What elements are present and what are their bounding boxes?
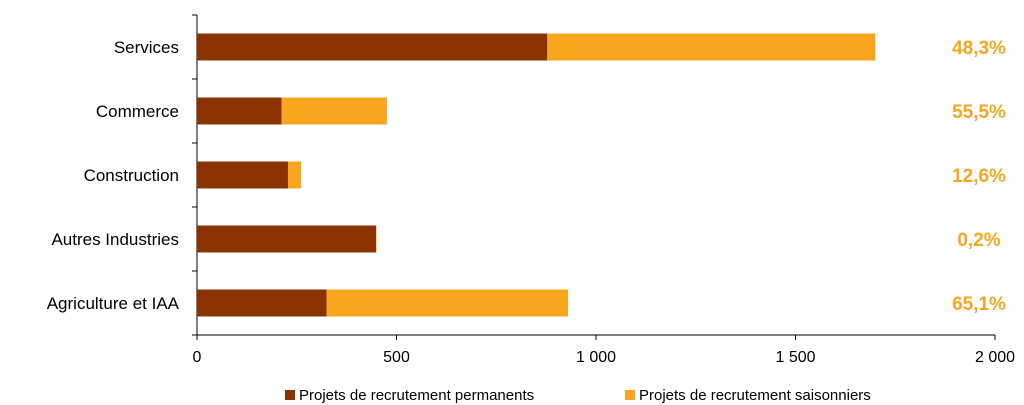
bar-seasonal-1: [281, 97, 387, 125]
legend-swatch-seasonal: [625, 390, 635, 400]
category-label: Autres Industries: [51, 230, 179, 249]
x-tick-label: 0: [193, 349, 202, 366]
bar-seasonal-2: [287, 161, 302, 189]
percent-label: 55,5%: [952, 102, 1006, 123]
legend-label-permanent: Projets de recrutement permanents: [299, 387, 534, 404]
percent-label: 12,6%: [952, 166, 1006, 187]
bar-permanent-3: [197, 225, 377, 253]
x-tick-label: 1 500: [775, 349, 815, 366]
x-tick-label: 1 000: [576, 349, 616, 366]
bars-group: [197, 33, 876, 317]
bar-permanent-2: [197, 161, 288, 189]
bar-permanent-0: [197, 33, 548, 61]
percent-label: 48,3%: [952, 38, 1006, 59]
legend-label-seasonal: Projets de recrutement saisonniers: [639, 387, 871, 404]
category-labels: Services Commerce Construction Autres Indus…: [47, 38, 180, 313]
category-label: Commerce: [96, 102, 179, 121]
bar-permanent-1: [197, 97, 282, 125]
bar-seasonal-4: [326, 289, 569, 317]
x-tick-labels: 0 500 1 000 1 500 2 000: [193, 349, 1016, 366]
bar-seasonal-0: [547, 33, 876, 61]
bar-permanent-4: [197, 289, 327, 317]
x-tick-label: 2 000: [975, 349, 1015, 366]
percent-labels: 48,3% 55,5% 12,6% 0,2% 65,1%: [952, 38, 1006, 315]
legend-swatch-permanent: [285, 390, 295, 400]
percent-label: 65,1%: [952, 294, 1006, 315]
category-label: Services: [114, 38, 179, 57]
legend: Projets de recrutement permanents Projet…: [285, 387, 871, 404]
percent-label: 0,2%: [957, 230, 1000, 251]
category-label: Agriculture et IAA: [47, 294, 180, 313]
category-label: Construction: [84, 166, 179, 185]
x-tick-label: 500: [383, 349, 410, 366]
